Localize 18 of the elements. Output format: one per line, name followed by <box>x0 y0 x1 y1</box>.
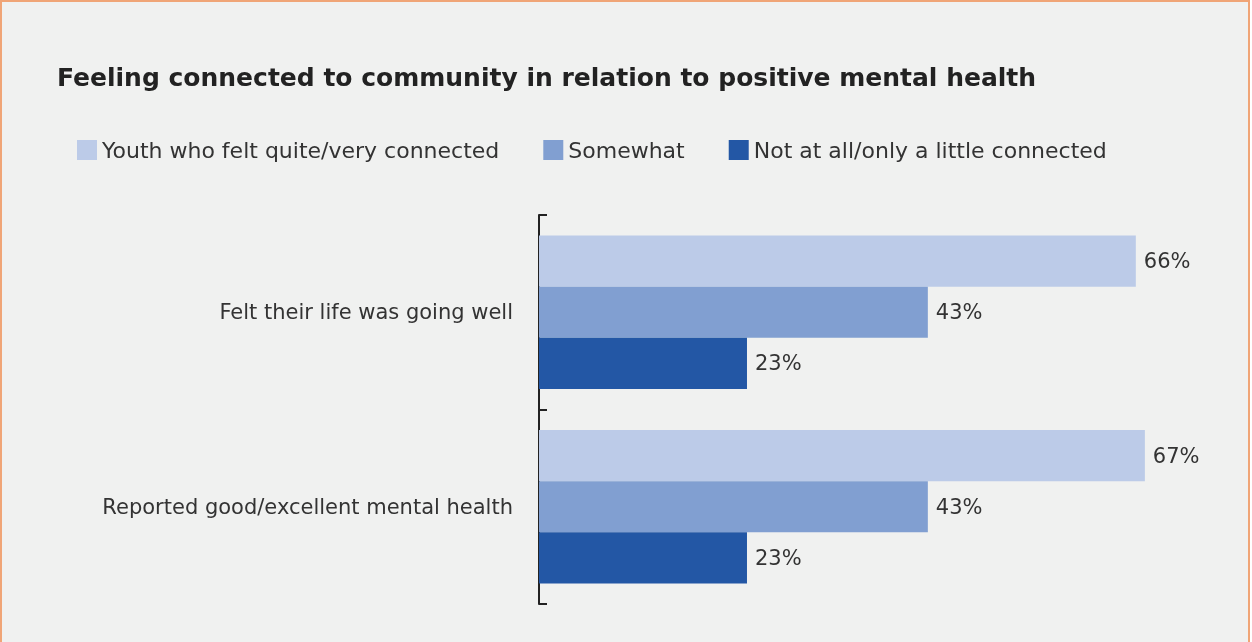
bar <box>539 532 747 584</box>
data-label: 66% <box>1143 249 1191 274</box>
data-label: 23% <box>754 545 802 570</box>
data-label: 23% <box>754 351 802 376</box>
bar <box>539 235 1136 287</box>
bar <box>539 429 1145 482</box>
data-label: 67% <box>1152 443 1200 468</box>
data-label: 43% <box>935 494 983 519</box>
bar <box>539 286 928 338</box>
legend-label: Youth who felt quite/very connected <box>101 137 500 163</box>
y-tick-label: Reported good/excellent mental health <box>102 494 513 519</box>
legend-label: Not at all/only a little connected <box>753 137 1107 163</box>
chart-title: Feeling connected to community in relation to positive mental health <box>57 63 1037 92</box>
bar <box>539 481 928 533</box>
bar <box>539 337 747 390</box>
legend-label: Somewhat <box>568 137 686 163</box>
data-label: 43% <box>935 300 983 325</box>
y-tick-label: Felt their life was going well <box>219 300 513 325</box>
